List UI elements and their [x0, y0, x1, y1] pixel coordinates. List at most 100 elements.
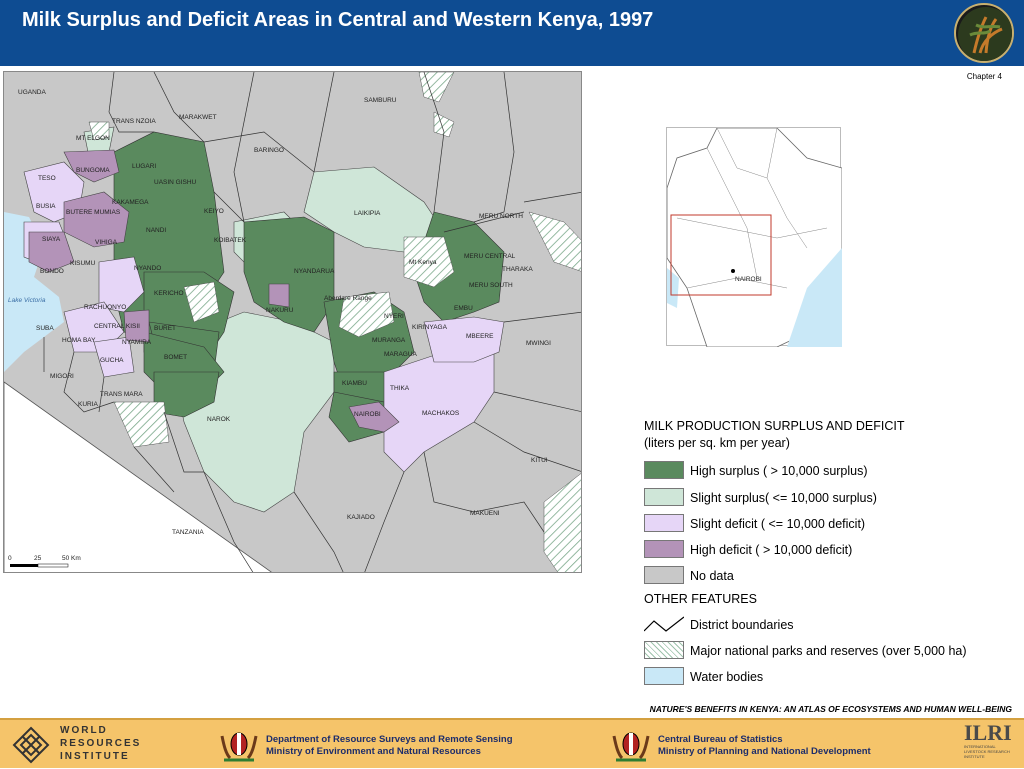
district-label: SUBA [36, 325, 54, 332]
legend-swatch-water [644, 667, 684, 685]
legend-label-slight-deficit: Slight deficit ( <= 10,000 deficit) [690, 517, 866, 531]
district-label: NAIROBI [354, 411, 381, 418]
district-label: Aberdare Range [324, 295, 372, 302]
district-label: NYAMIRA [122, 339, 152, 346]
legend-label-high-deficit: High deficit ( > 10,000 deficit) [690, 543, 853, 557]
district-label: BARINGO [254, 147, 284, 154]
ilri-text: ILRI [964, 720, 1012, 745]
kenya-coat-of-arms-icon [218, 726, 260, 764]
legend-swatch-slight-surplus [644, 488, 684, 506]
district-label: THIKA [390, 385, 410, 392]
legend-label-no-data: No data [690, 569, 734, 583]
district-label: RACHUONYO [84, 304, 126, 311]
district-label: KAJIADO [347, 514, 375, 521]
district-label: MBEERE [466, 333, 494, 340]
chapter-label: Chapter 4 [966, 72, 1002, 81]
legend-label-water: Water bodies [690, 670, 764, 684]
dept1-line-2: Ministry of Environment and Natural Reso… [266, 746, 481, 757]
ilri-sub-3: INSTITUTE [964, 754, 985, 759]
district-label: BUTERE MUMIAS [66, 209, 121, 216]
district-label: TESO [38, 175, 56, 182]
district-label: MAKUENI [470, 510, 500, 517]
scale-label-50: 50 Km [62, 555, 81, 562]
legend-subtitle: (liters per sq. km per year) [644, 436, 790, 450]
scale-label-0: 0 [8, 555, 12, 562]
scale-bar: 0 25 50 Km [8, 555, 81, 568]
legend-swatch-high-deficit [644, 540, 684, 558]
district-label: MERU SOUTH [469, 282, 513, 289]
legend-title: MILK PRODUCTION SURPLUS AND DEFICIT [644, 419, 905, 433]
district-label: LAIKIPIA [354, 210, 381, 217]
district-label: NAKURU [266, 307, 294, 314]
scale-label-25: 25 [34, 555, 42, 562]
legend-label-parks: Major national parks and reserves (over … [690, 644, 967, 658]
ilri-sub-1: INTERNATIONAL [964, 744, 996, 749]
district-label: SIAYA [42, 236, 61, 243]
dept2-line-1: Central Bureau of Statistics [658, 734, 783, 745]
atlas-logo-icon [954, 3, 1014, 63]
wri-line-1: WORLD [60, 725, 108, 736]
district-label: KOIBATEK [214, 237, 247, 244]
wri-line-2: RESOURCES [60, 738, 142, 749]
legend-swatch-no-data [644, 566, 684, 584]
district-label: KIAMBU [342, 380, 367, 387]
district-label: SAMBURU [364, 97, 397, 104]
district-label: NYANDARUA [294, 268, 335, 275]
district-label: BUNGOMA [76, 167, 110, 174]
district-label: KEIYO [204, 208, 224, 215]
district-label: LUGARI [132, 163, 156, 170]
district-label: NANDI [146, 227, 166, 234]
district-label: KIRINYAGA [412, 324, 448, 331]
district-label: KITUI [531, 457, 548, 464]
lake-victoria [4, 212, 64, 372]
legend-swatch-high-surplus [644, 461, 684, 479]
district-label: TRANS MARA [100, 391, 143, 398]
header-bar: Milk Surplus and Deficit Areas in Centra… [0, 0, 1024, 66]
atlas-tagline: NATURE'S BENEFITS IN KENYA: AN ATLAS OF … [649, 704, 1012, 714]
district-label: EMBU [454, 305, 473, 312]
district-label: CENTRAL KISII [94, 323, 140, 330]
legend-label-slight-surplus: Slight surplus( <= 10,000 surplus) [690, 491, 877, 505]
district-label: TRANS NZOIA [112, 118, 156, 125]
label-tanzania: TANZANIA [172, 529, 204, 536]
district-label: BONDO [40, 268, 64, 275]
district-label: KURIA [78, 401, 99, 408]
district-line-icon [643, 615, 685, 633]
park-hatch-icon [644, 641, 684, 659]
district-label: UASIN GISHU [154, 179, 197, 186]
district-label: BOMET [164, 354, 187, 361]
label-uganda: UGANDA [18, 89, 46, 96]
district-label: NYANDO [134, 265, 161, 272]
legend-label-high-surplus: High surplus ( > 10,000 surplus) [690, 464, 868, 478]
district-label: MT ELGON [76, 135, 110, 142]
district-label: HOMA BAY [62, 337, 96, 344]
ilri-logo-icon: ILRI INTERNATIONAL LIVESTOCK RESEARCH IN… [964, 722, 1014, 768]
district-label: BURET [154, 325, 176, 332]
dept-drsrs: Department of Resource Surveys and Remot… [266, 734, 513, 758]
district-label: VIHIGA [95, 239, 118, 246]
district-label: NYERI [384, 313, 404, 320]
legend-label-district-boundaries: District boundaries [690, 618, 794, 632]
district-label: THARAKA [502, 266, 533, 273]
district-label: NAROK [207, 416, 231, 423]
district-label: KAKAMEGA [112, 199, 149, 206]
footer-bar: WORLD RESOURCES INSTITUTE Department of … [0, 718, 1024, 768]
dept2-line-2: Ministry of Planning and National Develo… [658, 746, 871, 757]
district-label: MIGORI [50, 373, 74, 380]
district-label: KISUMU [70, 260, 96, 267]
wri-line-3: INSTITUTE [60, 751, 130, 762]
dept1-line-1: Department of Resource Surveys and Remot… [266, 734, 513, 745]
district-label: KERICHO [154, 290, 184, 297]
kenya-coat-of-arms-icon-2 [610, 726, 652, 764]
district-label: MACHAKOS [422, 410, 460, 417]
wri-logo-icon [12, 726, 50, 764]
main-map: UGANDA TANZANIA Lake Victoria SAMBURU TRA… [3, 71, 582, 573]
district-label: MARAGUA [384, 351, 418, 358]
wri-name: WORLD RESOURCES INSTITUTE [60, 724, 141, 763]
label-lake-victoria: Lake Victoria [8, 297, 46, 304]
district-label: MWINGI [526, 340, 551, 347]
district-label: MURANGA [372, 337, 406, 344]
inset-label-nairobi: NAIROBI [735, 276, 762, 283]
district-label: MERU CENTRAL [464, 253, 516, 260]
legend-other-title: OTHER FEATURES [644, 592, 757, 606]
